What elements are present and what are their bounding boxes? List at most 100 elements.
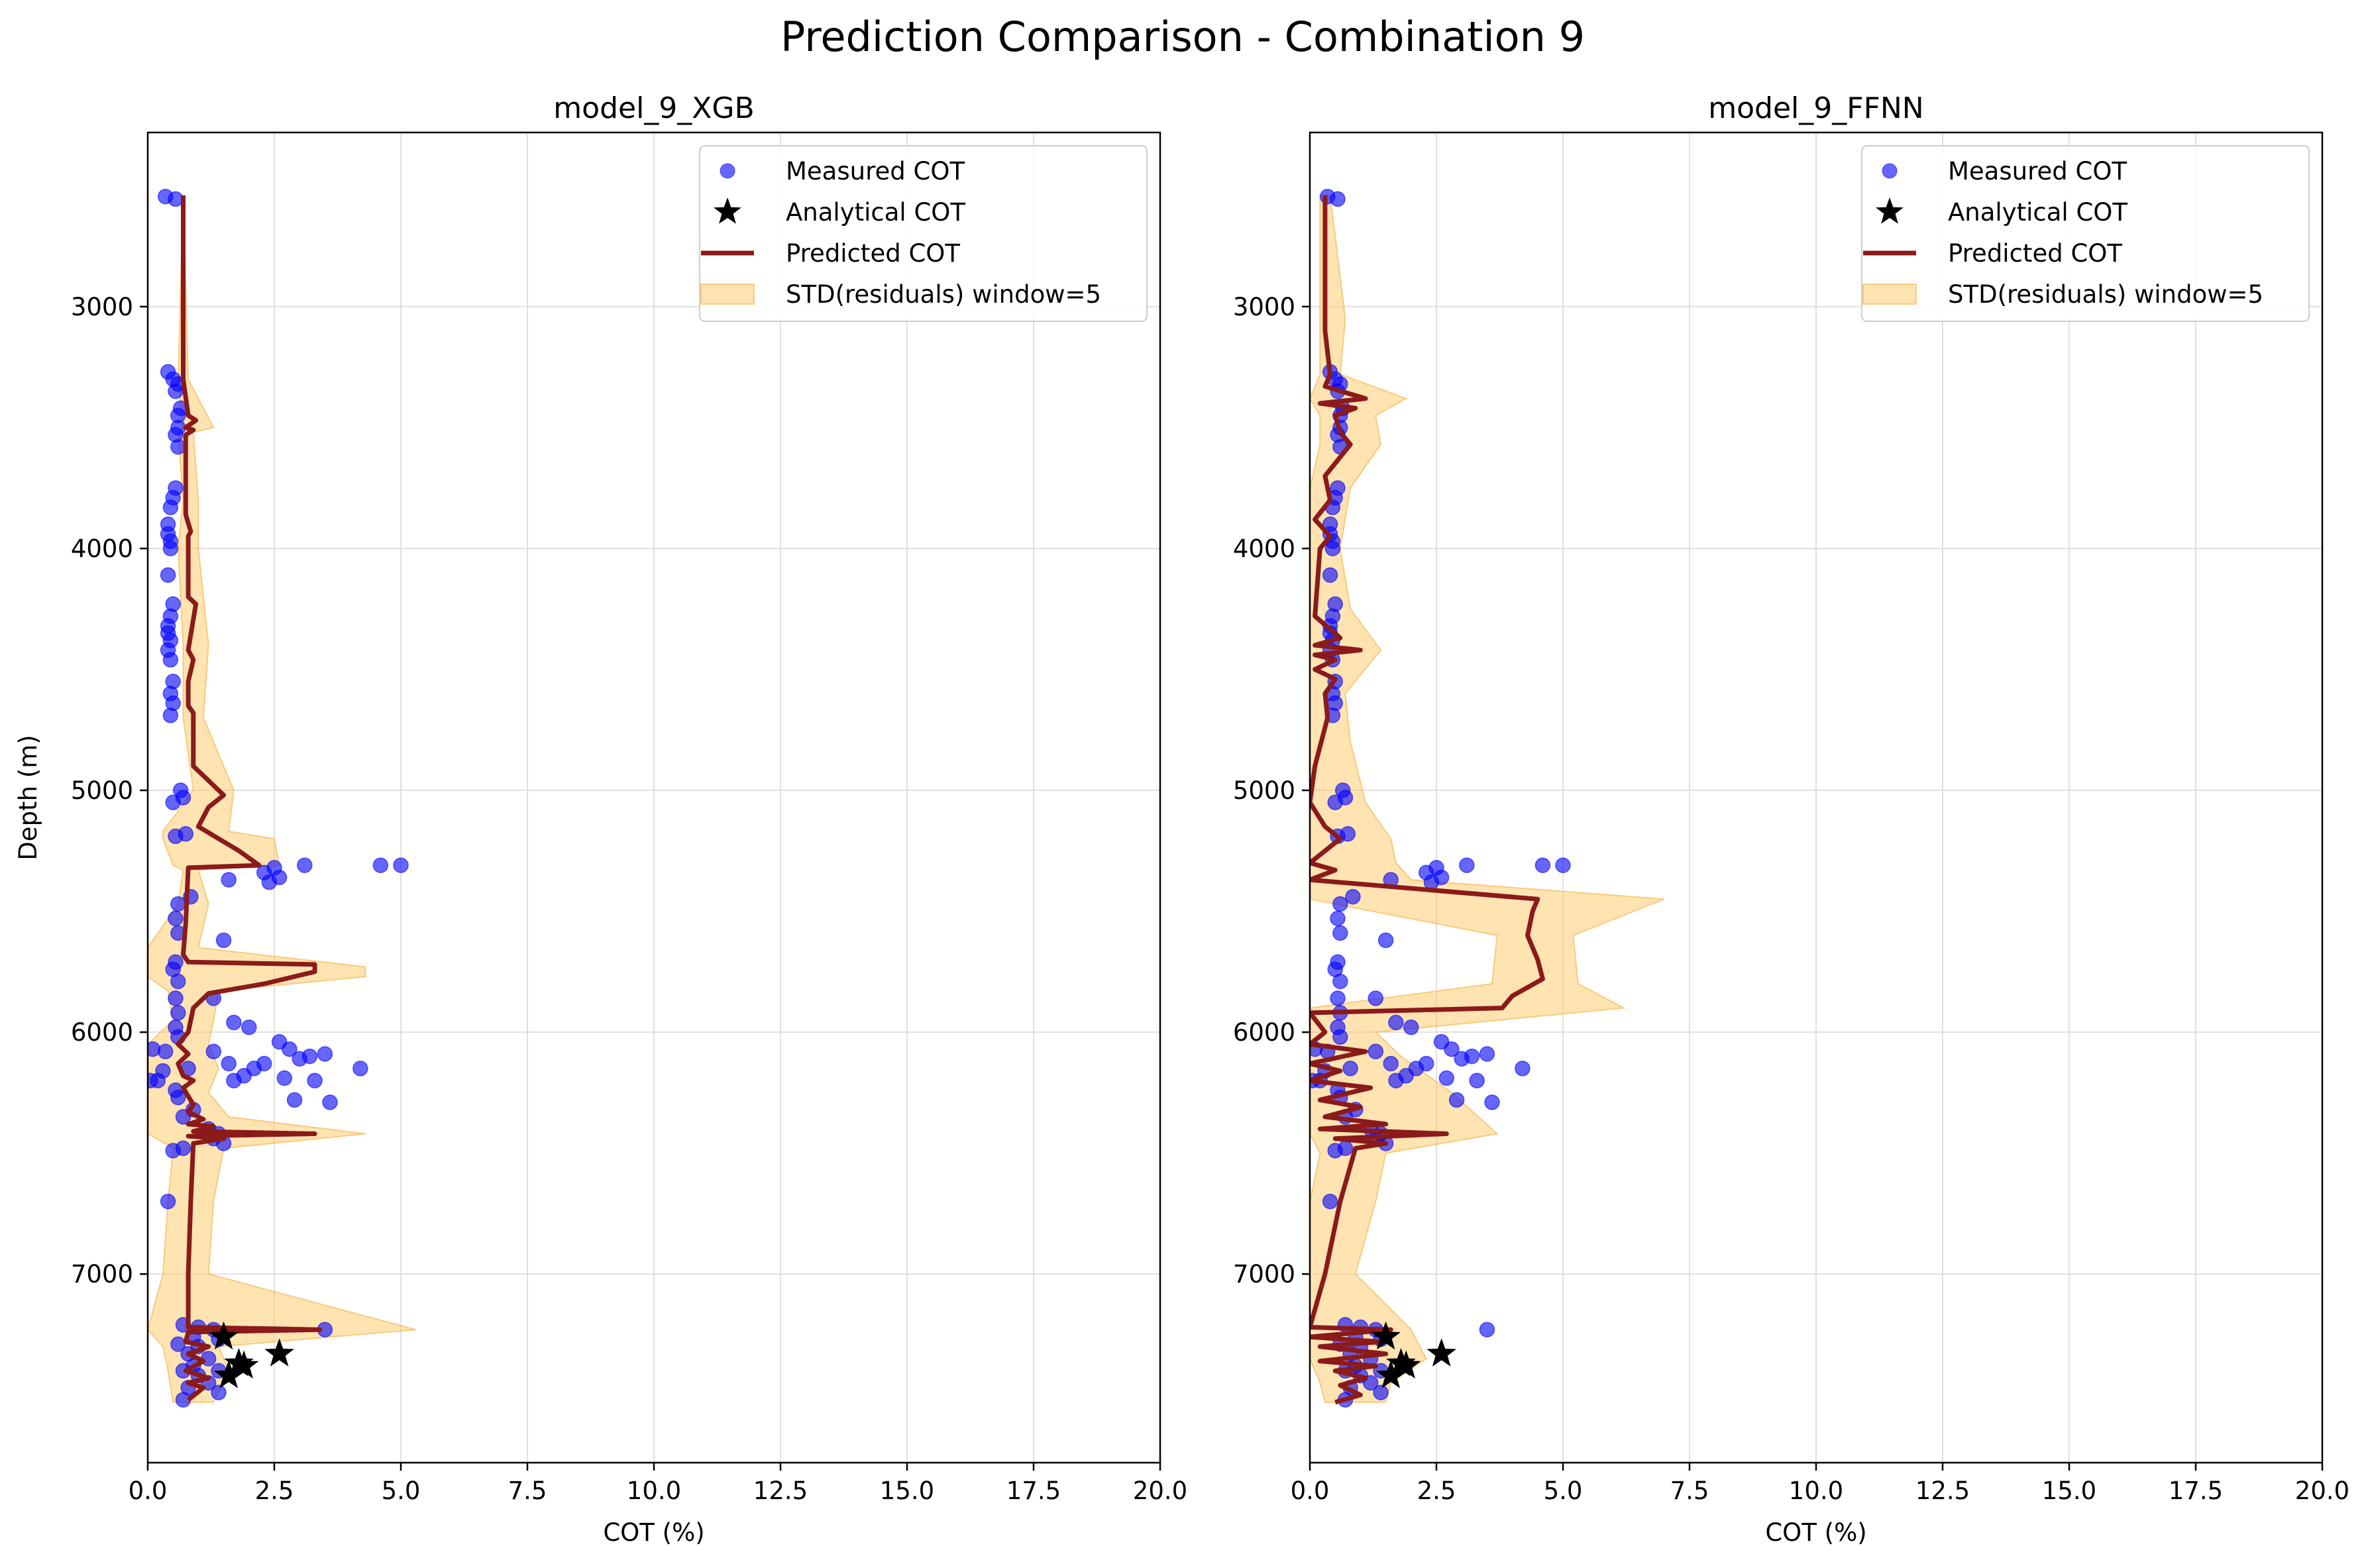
chart2-panel: 0.0 2.5 5.0 7.5 10.0 12.5 15.0 17.5 20.0 3000 4000…	[1233, 91, 2349, 1547]
chart1-measured-point	[165, 1143, 181, 1159]
chart2-analytical-star	[1371, 1321, 1401, 1350]
chart1-measured-point	[168, 910, 184, 927]
chart1-x-axis-label: COT (%)	[603, 1518, 704, 1547]
chart2-x-tick-label: 0.0	[1291, 1477, 1330, 1505]
chart2-measured-point	[1438, 1070, 1455, 1086]
chart2-title: model_9_FFNN	[1708, 91, 1923, 125]
chart2-measured-point	[1454, 1051, 1470, 1067]
chart1-plot-area	[148, 188, 417, 1408]
chart1-measured-point	[170, 439, 186, 455]
chart2-measured-point	[1448, 1092, 1465, 1108]
chart2-measured-point	[1403, 1019, 1419, 1035]
chart2-measured-point	[1555, 857, 1571, 873]
chart1-legend-label: Predicted COT	[786, 239, 960, 268]
chart2-x-tick-label: 7.5	[1670, 1477, 1709, 1505]
chart2-legend-measured-marker	[1882, 163, 1898, 179]
chart1-legend-measured-marker	[720, 163, 735, 179]
chart1-measured-point	[160, 567, 176, 583]
chart1-std-band	[148, 195, 417, 1403]
chart1-analytical-points	[209, 1321, 295, 1388]
chart2-measured-point	[1322, 567, 1338, 583]
chart2-y-tick-label: 5000	[1233, 776, 1295, 805]
chart2-measured-point	[1373, 1385, 1389, 1400]
chart2-y-tick-label: 4000	[1233, 535, 1295, 563]
chart1-measured-point	[165, 794, 181, 811]
chart2-y-tick-label: 7000	[1233, 1260, 1295, 1288]
chart1-y-axis-label: Depth (m)	[14, 735, 42, 860]
chart1-legend-analytical-marker	[714, 197, 741, 224]
chart1-measured-point	[226, 1014, 242, 1031]
chart2-measured-point	[1459, 857, 1475, 873]
chart1-analytical-star	[213, 1360, 244, 1388]
chart2-measured-point	[1324, 541, 1341, 556]
chart2-measured-point	[1332, 973, 1348, 990]
chart1-y-tick-label: 7000	[71, 1260, 133, 1288]
chart1-measured-point	[393, 857, 409, 873]
chart2-measured-point	[1423, 874, 1440, 890]
chart1-measured-point	[221, 872, 237, 888]
chart2-y-axis: 3000 4000 5000 6000 7000	[1233, 293, 1310, 1288]
chart1-legend-label: STD(residuals) window=5	[786, 280, 1101, 309]
chart1-measured-point	[162, 541, 179, 556]
chart1-y-tick-label: 6000	[71, 1018, 133, 1047]
chart2-measured-point	[1330, 990, 1346, 1006]
chart1-measured-point	[322, 1094, 338, 1110]
chart1-measured-point	[297, 857, 313, 873]
chart1-measured-point	[170, 1336, 186, 1352]
chart1-measured-point	[168, 383, 184, 399]
chart2-measured-point	[1377, 932, 1394, 949]
chart2-measured-point	[1515, 1061, 1531, 1076]
chart1-measured-point	[168, 191, 184, 207]
chart1-analytical-star	[264, 1338, 295, 1367]
chart2-measured-point	[1345, 888, 1361, 905]
chart1-measured-point	[226, 1072, 242, 1088]
chart1-x-tick-label: 0.0	[129, 1477, 168, 1505]
chart2-legend-label: STD(residuals) window=5	[1948, 280, 2263, 309]
chart2-x-tick-label: 15.0	[2042, 1477, 2096, 1505]
chart2-measured-point	[1332, 925, 1348, 941]
chart1-measured-point	[162, 499, 179, 515]
chart2-measured-point	[1327, 794, 1343, 811]
chart1-measured-point	[292, 1051, 307, 1067]
chart1-panel: 0.0 2.5 5.0 7.5 10.0 12.5 15.0 17.5 20.0 3000 4000…	[14, 91, 1187, 1547]
chart1-y-axis: 3000 4000 5000 6000 7000	[71, 293, 148, 1288]
chart2-x-tick-label: 5.0	[1544, 1477, 1583, 1505]
chart1-measured-point	[157, 1043, 174, 1060]
chart1-legend-label: Analytical COT	[786, 198, 965, 227]
chart1-measured-point	[221, 1055, 237, 1072]
chart1-measured-point	[215, 932, 232, 949]
chart2-measured-point	[1368, 1043, 1384, 1060]
chart1-x-tick-label: 5.0	[382, 1477, 421, 1505]
chart1-measured-point	[352, 1061, 368, 1076]
chart1-measured-point	[261, 874, 278, 890]
chart1-measured-point	[317, 1046, 333, 1062]
chart2-legend-box	[1861, 145, 2310, 322]
chart1-measured-point	[286, 1092, 303, 1108]
chart2-plot-area	[1310, 188, 1665, 1408]
chart2-predicted-line	[1310, 195, 1545, 1405]
chart2-measured-point	[1322, 1193, 1338, 1210]
chart1-y-tick-label: 4000	[71, 535, 133, 563]
chart2-measured-point	[1332, 896, 1348, 912]
chart1-measured-point	[178, 826, 194, 842]
chart2-measured-point	[1444, 1041, 1460, 1057]
chart2-x-tick-label: 12.5	[1915, 1477, 1970, 1505]
chart1-measured-point	[170, 1089, 186, 1106]
chart2-legend-label: Analytical COT	[1948, 198, 2127, 227]
chart2-legend-band-marker	[1862, 284, 1917, 305]
chart1-x-tick-label: 2.5	[255, 1477, 294, 1505]
chart2-measured-point	[1383, 1055, 1399, 1072]
chart2-measured-point	[1330, 191, 1346, 207]
chart2-x-axis: 0.0 2.5 5.0 7.5 10.0 12.5 15.0 17.5 20.0	[1291, 1463, 2349, 1505]
chart1-analytical-star	[209, 1321, 239, 1350]
chart1-legend-label: Measured COT	[786, 157, 965, 185]
chart2-analytical-star	[1386, 1347, 1416, 1377]
chart2-legend: Measured COT Analytical COT Predicted COT S…	[1861, 145, 2310, 322]
chart2-measured-point	[1388, 1014, 1404, 1031]
chart2-analytical-star	[1375, 1360, 1406, 1388]
chart1-measured-point	[241, 1019, 257, 1035]
chart2-std-band	[1310, 194, 1665, 1403]
chart2-measured-point	[1342, 1061, 1358, 1076]
chart1-measured-point	[162, 707, 179, 723]
